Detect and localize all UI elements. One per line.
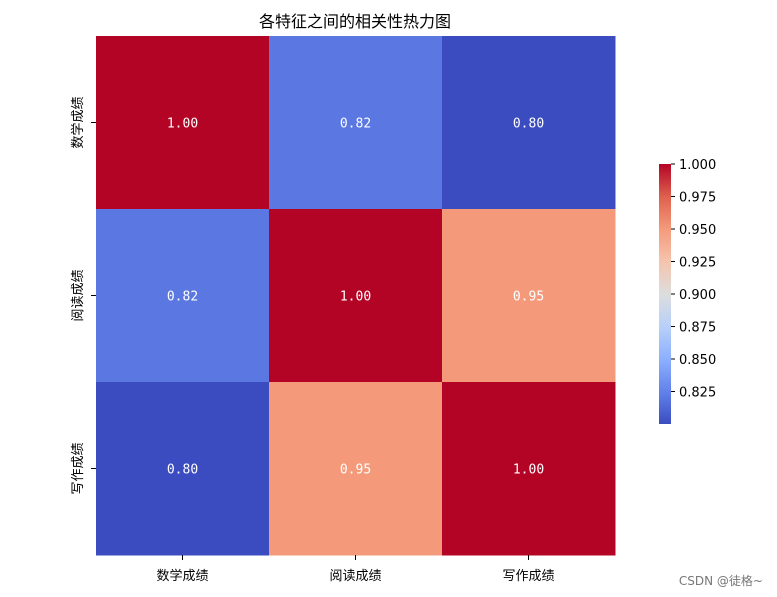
heatmap-cell (96, 382, 270, 556)
watermark: CSDN @徒格~ (678, 574, 763, 588)
heatmap-cell (442, 382, 616, 556)
y-tick-label: 数学成绩 (70, 96, 86, 148)
y-tick-label: 写作成绩 (71, 442, 86, 494)
colorbar-tick-label: 0.975 (679, 191, 716, 206)
colorbar-tick-label: 0.950 (679, 223, 716, 238)
colorbar: 1.000 0.975 0.950 0.925 0.900 0.875 0.850 0.825 (659, 158, 716, 424)
heatmap-cell (442, 36, 616, 210)
x-tick-label: 写作成绩 (502, 569, 554, 584)
cell-value-label: 1.00 (167, 117, 198, 132)
cell-value-label: 0.80 (513, 117, 544, 132)
colorbar-tick-label: 0.875 (679, 321, 716, 336)
x-axis: 数学成绩 阅读成绩 写作成绩 (156, 555, 555, 584)
heatmap-cell (269, 382, 443, 556)
heatmap-cell (96, 36, 270, 210)
cell-value-label: 1.00 (513, 463, 544, 478)
colorbar-tick-label: 0.825 (679, 386, 716, 401)
cell-value-label: 0.82 (167, 290, 198, 305)
heatmap-cell (442, 209, 616, 383)
cell-value-label: 0.80 (167, 463, 198, 478)
heatmap-cell (96, 209, 270, 383)
x-tick-label: 数学成绩 (156, 568, 208, 584)
cell-value-label: 0.82 (340, 117, 371, 132)
colorbar-tick-label: 0.900 (679, 288, 716, 303)
colorbar-gradient (659, 164, 671, 424)
x-tick-label: 阅读成绩 (329, 569, 381, 584)
heatmap-cell (269, 209, 443, 383)
cell-value-label: 1.00 (340, 290, 371, 305)
y-tick-label: 阅读成绩 (71, 269, 86, 321)
heatmap-cell (269, 36, 443, 210)
cell-value-label: 0.95 (340, 463, 371, 478)
heatmap-cells: 1.00 0.82 0.80 0.82 1.00 0.95 0.80 0.95 1.00 (96, 36, 616, 556)
cell-value-label: 0.95 (513, 290, 544, 305)
colorbar-tick-label: 0.850 (679, 353, 716, 368)
colorbar-tick-label: 1.000 (679, 158, 716, 173)
chart-title: 各特征之间的相关性热力图 (259, 12, 451, 31)
colorbar-tick-label: 0.925 (679, 256, 716, 271)
